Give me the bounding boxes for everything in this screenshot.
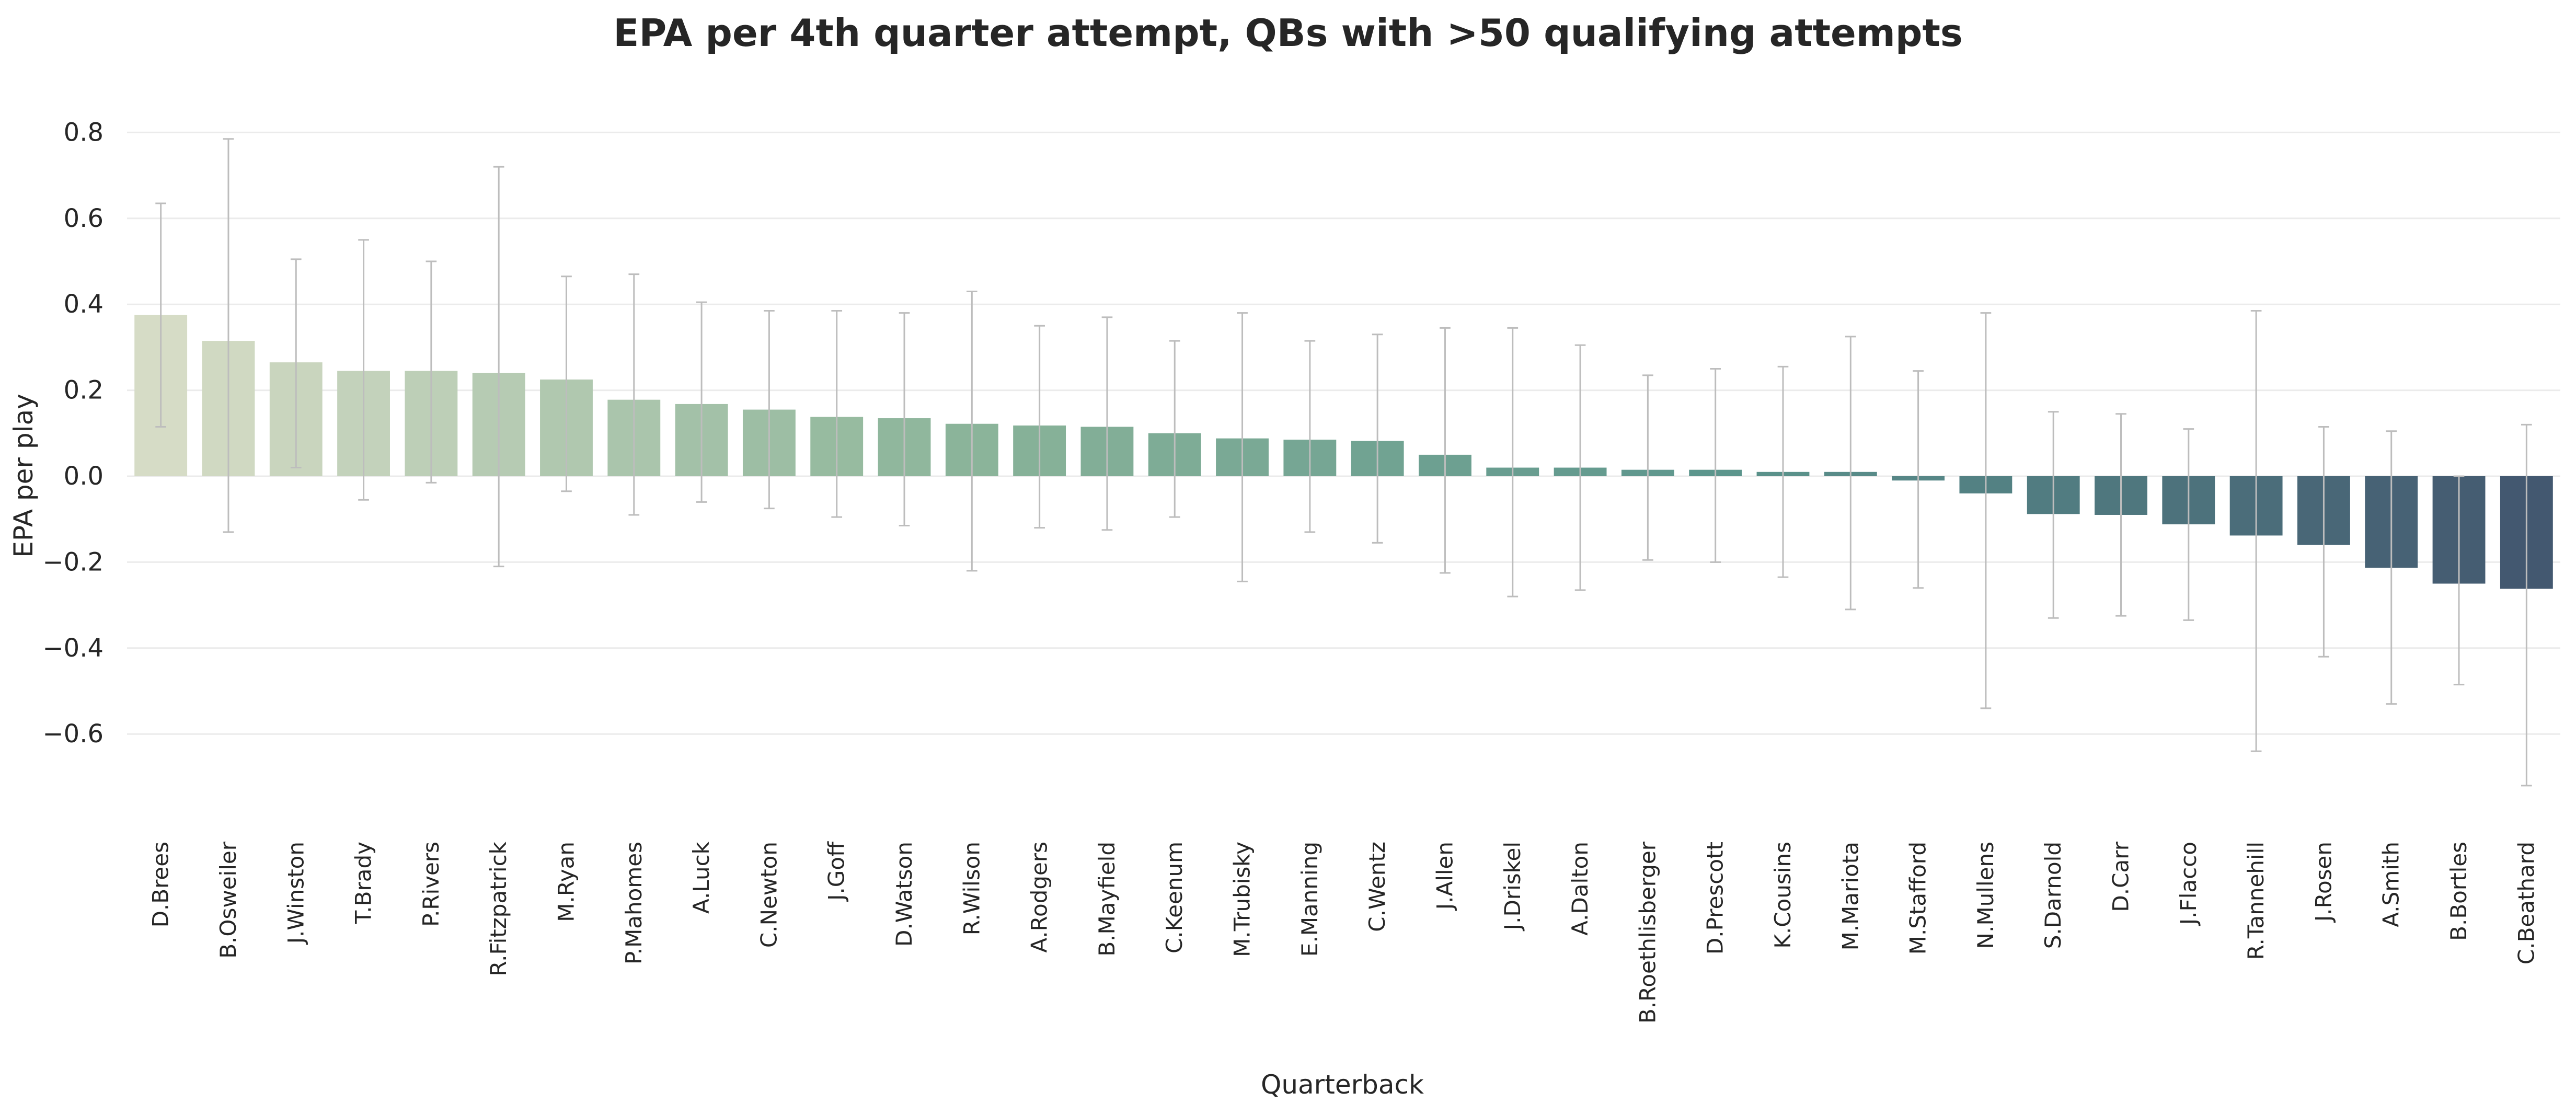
error-bar (1913, 370, 1924, 589)
error-bar (1372, 334, 1383, 544)
x-tick-label: B.Osweiler (215, 841, 241, 958)
error-bar (155, 202, 166, 428)
y-tick-label: 0.4 (64, 290, 104, 319)
x-tick-labels: D.Brees B.Osweiler J.Winston T.Brady P.River… (148, 841, 2539, 1024)
y-tick-label: 0.6 (64, 204, 104, 233)
y-tick-label: −0.6 (42, 719, 104, 749)
x-tick-label: P.Mahomes (621, 842, 647, 964)
y-axis-label: EPA per play (8, 394, 39, 557)
error-bar (696, 301, 707, 503)
bars (134, 315, 2553, 589)
x-tick-label: K.Cousins (1770, 842, 1796, 949)
x-tick-label: R.Wilson (959, 842, 984, 935)
x-tick-label: S.Darnold (2040, 842, 2066, 949)
error-bar (966, 291, 978, 572)
error-bar (2048, 411, 2059, 619)
error-bar (899, 312, 910, 527)
y-tick-labels: 0.8 0.6 0.4 0.2 0.0 −0.2 −0.4 −0.6 (42, 118, 104, 749)
x-tick-label: C.Newton (756, 842, 781, 948)
x-tick-label: A.Luck (688, 841, 714, 914)
error-bar (831, 310, 843, 518)
x-tick-label: J.Goff (824, 841, 849, 902)
error-bar (1169, 340, 1180, 518)
x-tick-label: D.Carr (2108, 841, 2134, 912)
x-tick-label: C.Wentz (1364, 842, 1390, 932)
error-bar (1237, 312, 1248, 582)
error-bar (2250, 310, 2262, 752)
error-bar (1777, 365, 1789, 578)
y-tick-label: 0.8 (64, 118, 104, 147)
x-tick-label: B.Roethlisberger (1635, 841, 1660, 1024)
error-bar (1101, 316, 1113, 531)
error-bar (561, 275, 572, 492)
x-tick-label: B.Bortles (2446, 842, 2471, 941)
error-bars (155, 138, 2532, 787)
x-tick-label: A.Dalton (1567, 842, 1593, 936)
error-bar (2115, 413, 2126, 617)
error-bar (1574, 344, 1586, 591)
error-bar (2386, 430, 2397, 705)
error-bar (1440, 327, 1451, 574)
y-tick-label: 0.2 (64, 376, 104, 405)
error-bar (1980, 312, 1992, 709)
x-tick-label: B.Mayfield (1094, 842, 1120, 957)
x-tick-label: P.Rivers (418, 842, 444, 927)
error-bar (1845, 336, 1856, 611)
x-tick-label: J.Allen (1432, 842, 1457, 911)
x-tick-label: M.Stafford (1905, 842, 1931, 955)
error-bar (290, 258, 302, 469)
error-bar (493, 166, 504, 568)
x-tick-label: M.Mariota (1837, 842, 1863, 950)
error-bar (628, 273, 640, 516)
x-tick-label: R.Tannehill (2243, 842, 2269, 960)
gridlines (127, 131, 2560, 735)
error-bar (2183, 428, 2194, 621)
x-tick-label: J.Flacco (2176, 842, 2201, 926)
y-tick-label: −0.4 (42, 634, 104, 663)
x-tick-label: M.Trubisky (1229, 842, 1255, 957)
error-bar (358, 239, 369, 501)
x-axis-label: Quarterback (1261, 1070, 1424, 1100)
x-tick-label: T.Brady (351, 842, 376, 924)
x-tick-label: A.Smith (2378, 842, 2404, 927)
chart-title: EPA per 4th quarter attempt, QBs with >5… (613, 11, 1962, 55)
error-bar (223, 138, 234, 533)
error-bar (1710, 368, 1721, 563)
x-tick-label: N.Mullens (1973, 842, 1998, 949)
x-tick-label: J.Driskel (1500, 842, 1525, 932)
error-bar (426, 260, 437, 484)
x-tick-label: R.Fitzpatrick (486, 841, 511, 976)
error-bar (2453, 475, 2465, 686)
x-tick-label: C.Beathard (2513, 842, 2539, 964)
x-tick-label: E.Manning (1297, 842, 1322, 957)
x-tick-label: D.Brees (148, 842, 174, 927)
x-tick-label: C.Keenum (1162, 842, 1187, 953)
error-bar (1507, 327, 1519, 597)
x-tick-label: D.Watson (891, 842, 917, 947)
error-bar (764, 310, 775, 510)
error-bar (1304, 340, 1316, 533)
y-tick-label: 0.0 (64, 462, 104, 491)
error-bar (1034, 325, 1045, 529)
y-tick-label: −0.2 (42, 547, 104, 577)
error-bar (2318, 426, 2329, 658)
x-tick-label: M.Ryan (553, 842, 579, 922)
x-tick-label: J.Rosen (2310, 842, 2336, 923)
x-tick-label: A.Rodgers (1027, 842, 1052, 953)
error-bar (1642, 374, 1653, 561)
x-tick-label: D.Prescott (1703, 842, 1728, 955)
x-tick-label: J.Winston (283, 842, 308, 945)
error-bar (2521, 423, 2532, 787)
